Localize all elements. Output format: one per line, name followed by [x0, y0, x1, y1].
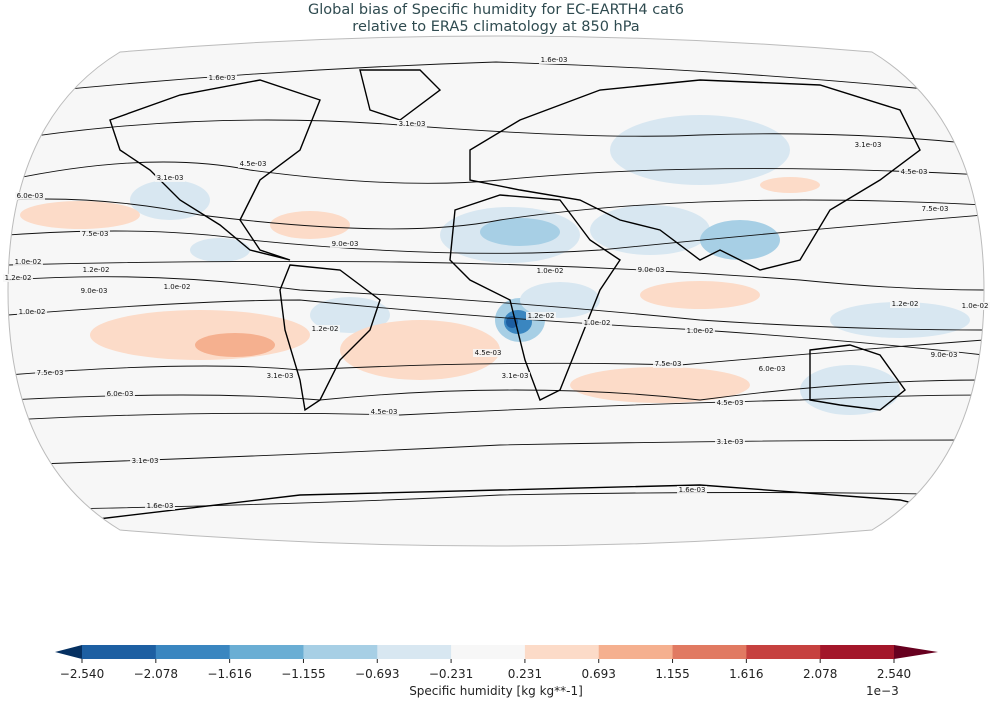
colorbar-tick-label: −2.078	[133, 667, 179, 681]
contour-label: 4.5e-03	[240, 160, 267, 168]
colorbar	[55, 645, 938, 663]
colorbar-bin	[524, 645, 600, 659]
colorbar-tick-label: 1.616	[729, 667, 764, 681]
contour-label: 1.0e-02	[15, 258, 42, 266]
contour-label: 1.6e-03	[541, 56, 568, 64]
colorbar-extend-low	[55, 645, 82, 659]
contour-label: 1.6e-03	[679, 486, 706, 494]
colorbar-tick-label: −2.540	[59, 667, 105, 681]
contour-label: 6.0e-03	[107, 390, 134, 398]
colorbar-tick-label: 2.540	[876, 667, 912, 681]
contour-label: 3.1e-03	[132, 457, 159, 465]
colorbar-tick-label: −1.616	[207, 667, 252, 681]
contour-label: 7.5e-03	[655, 360, 682, 368]
contour-label: 9.0e-03	[638, 266, 665, 274]
colorbar-tick-label: 1.155	[655, 667, 690, 681]
colorbar-tick-label: 2.078	[802, 667, 838, 681]
colorbar-bin	[303, 645, 378, 659]
contour-label: 3.1e-03	[157, 174, 184, 182]
contour-label: 1.0e-02	[537, 267, 564, 275]
figure-title-line2: relative to ERA5 climatology at 850 hPa	[352, 19, 640, 35]
contour-label: 1.0e-02	[164, 283, 191, 291]
colorbar-tick-label: 0.693	[581, 667, 616, 681]
colorbar-multiplier: 1e−3	[866, 684, 899, 698]
contour-label: 9.0e-03	[81, 287, 108, 295]
contour-label: 1.2e-02	[892, 300, 919, 308]
contour-label: 1.0e-02	[687, 327, 714, 335]
colorbar-tick-label: 0.231	[507, 667, 543, 681]
colorbar-bin	[672, 645, 747, 659]
colorbar-tick-label: −0.693	[355, 667, 400, 681]
contour-label: 4.5e-03	[371, 408, 398, 416]
contour-label: 3.1e-03	[267, 372, 294, 380]
contour-label: 7.5e-03	[37, 369, 64, 377]
colorbar-tick-label: −0.231	[428, 667, 474, 681]
colorbar-bin	[155, 645, 231, 659]
contour-label: 7.5e-03	[82, 230, 109, 238]
contour-labels: 1.6e-03 1.6e-03 1.6e-03 1.6e-03 3.1e-03 3.1e-…	[3, 56, 990, 510]
contour-label: 1.0e-02	[962, 302, 989, 310]
globe-background	[8, 36, 984, 546]
contour-label: 1.2e-02	[312, 325, 339, 333]
contour-label: 1.6e-03	[147, 502, 174, 510]
colorbar-tick-label: −1.155	[281, 667, 326, 681]
contour-label: 9.0e-03	[332, 240, 359, 248]
contour-label: 3.1e-03	[717, 438, 744, 446]
colorbar-bin	[82, 645, 157, 659]
colorbar-bin	[820, 645, 895, 659]
colorbar-bin	[377, 645, 452, 659]
colorbar-bin	[598, 645, 674, 659]
contour-label: 9.0e-03	[931, 351, 958, 359]
contour-label: 1.0e-02	[19, 308, 46, 316]
contour-label: 3.1e-03	[855, 141, 882, 149]
contour-label: 1.2e-02	[83, 266, 110, 274]
colorbar-bin	[746, 645, 821, 659]
contour-label: 4.5e-03	[901, 168, 928, 176]
contour-label: 1.2e-02	[528, 312, 555, 320]
contour-label: 3.1e-03	[502, 372, 529, 380]
colorbar-label: Specific humidity [kg kg**-1]	[409, 684, 583, 698]
contour-lines	[8, 61, 984, 511]
contour-label: 1.6e-03	[209, 74, 236, 82]
contour-label: 1.2e-02	[5, 274, 32, 282]
globe-outline	[7, 35, 985, 547]
colorbar-bin	[229, 645, 304, 659]
colorbar-bin	[451, 645, 526, 659]
colorbar-extend-high	[894, 645, 938, 659]
contour-label: 7.5e-03	[922, 205, 949, 213]
contour-label: 6.0e-03	[17, 192, 44, 200]
contour-label: 4.5e-03	[717, 399, 744, 407]
figure-title-line1: Global bias of Specific humidity for EC-…	[308, 2, 684, 18]
contour-label: 4.5e-03	[475, 349, 502, 357]
contour-label: 6.0e-03	[759, 365, 786, 373]
contour-label: 3.1e-03	[399, 120, 426, 128]
bias-field	[8, 61, 984, 521]
contour-label: 1.0e-02	[584, 319, 611, 327]
